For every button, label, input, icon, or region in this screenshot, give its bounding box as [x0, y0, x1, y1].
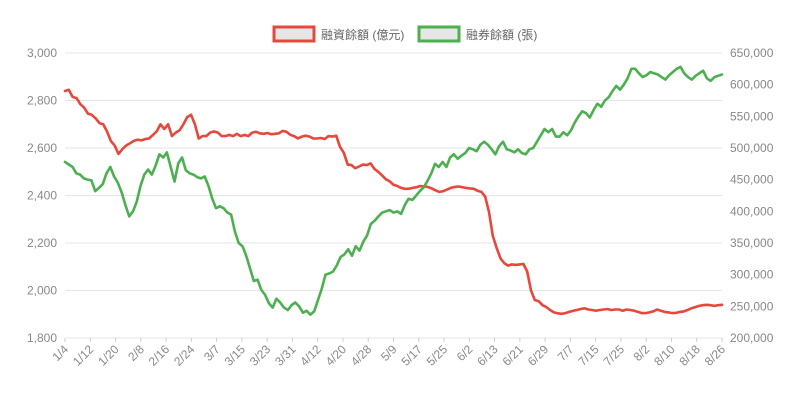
x-tick-label: 1/20: [95, 342, 122, 369]
x-axis-ticks: 1/41/121/20 2/82/162/24 3/73/153/233/314/1…: [49, 338, 728, 369]
right-tick-label: 650,000: [730, 46, 774, 60]
x-tick-label: 3/23: [247, 342, 274, 369]
x-tick-label: 7/15: [575, 342, 602, 369]
x-tick-label: 8/26: [702, 342, 729, 369]
right-axis-ticks: 200,000 250,000 300,000 350,000 400,000 450,0…: [730, 46, 774, 345]
x-tick-label: 6/29: [525, 342, 552, 369]
left-tick-label: 2,400: [27, 189, 57, 203]
left-tick-label: 2,200: [27, 236, 57, 250]
left-tick-label: 2,000: [27, 284, 57, 298]
legend-swatch: [417, 25, 461, 43]
right-tick-label: 400,000: [730, 204, 774, 218]
legend-label: 融資餘額 (億元): [321, 27, 404, 42]
right-tick-label: 350,000: [730, 236, 774, 250]
x-tick-label: 2/24: [171, 342, 198, 369]
legend-item-short-balance[interactable]: 融券餘額 (張): [417, 25, 537, 43]
x-tick-label: 7/7: [555, 342, 577, 364]
legend-label: 融券餘額 (張): [466, 27, 537, 42]
x-tick-label: 6/21: [500, 342, 527, 369]
x-tick-label: 4/28: [348, 342, 375, 369]
right-tick-label: 600,000: [730, 78, 774, 92]
x-tick-label: 4/20: [323, 342, 350, 369]
legend[interactable]: 融資餘額 (億元) 融券餘額 (張): [272, 25, 537, 43]
x-tick-label: 3/15: [222, 342, 249, 369]
x-tick-label: 1/4: [49, 342, 71, 364]
x-tick-label: 8/2: [631, 342, 653, 364]
left-tick-label: 2,800: [27, 94, 57, 108]
x-tick-label: 1/12: [70, 342, 97, 369]
right-tick-label: 300,000: [730, 268, 774, 282]
x-tick-label: 6/2: [454, 342, 476, 364]
x-tick-label: 8/18: [676, 342, 703, 369]
x-tick-label: 2/16: [146, 342, 173, 369]
x-tick-label: 6/13: [474, 342, 501, 369]
series-layer: [63, 65, 724, 316]
left-axis-ticks: 1,800 2,000 2,200 2,400 2,600 2,800 3,000: [27, 46, 57, 345]
x-tick-label: 8/10: [651, 342, 678, 369]
left-tick-label: 2,600: [27, 141, 57, 155]
left-tick-label: 3,000: [27, 46, 57, 60]
right-tick-label: 500,000: [730, 141, 774, 155]
series-line-short-balance: [63, 65, 724, 316]
x-tick-label: 5/25: [424, 342, 451, 369]
right-tick-label: 550,000: [730, 109, 774, 123]
left-tick-label: 1,800: [27, 331, 57, 345]
x-tick-label: 2/8: [125, 342, 147, 364]
x-tick-label: 7/25: [601, 342, 628, 369]
grid-layer: [65, 52, 722, 339]
right-tick-label: 250,000: [730, 299, 774, 313]
x-tick-label: 5/17: [398, 342, 425, 369]
legend-item-margin-balance[interactable]: 融資餘額 (億元): [272, 25, 404, 43]
x-tick-label: 3/7: [201, 342, 223, 364]
series-line-margin-balance: [63, 88, 724, 316]
x-tick-label: 3/31: [272, 342, 299, 369]
right-tick-label: 450,000: [730, 173, 774, 187]
x-tick-label: 5/9: [378, 342, 400, 364]
legend-swatch: [272, 25, 316, 43]
x-tick-label: 4/12: [297, 342, 324, 369]
right-tick-label: 200,000: [730, 331, 774, 345]
